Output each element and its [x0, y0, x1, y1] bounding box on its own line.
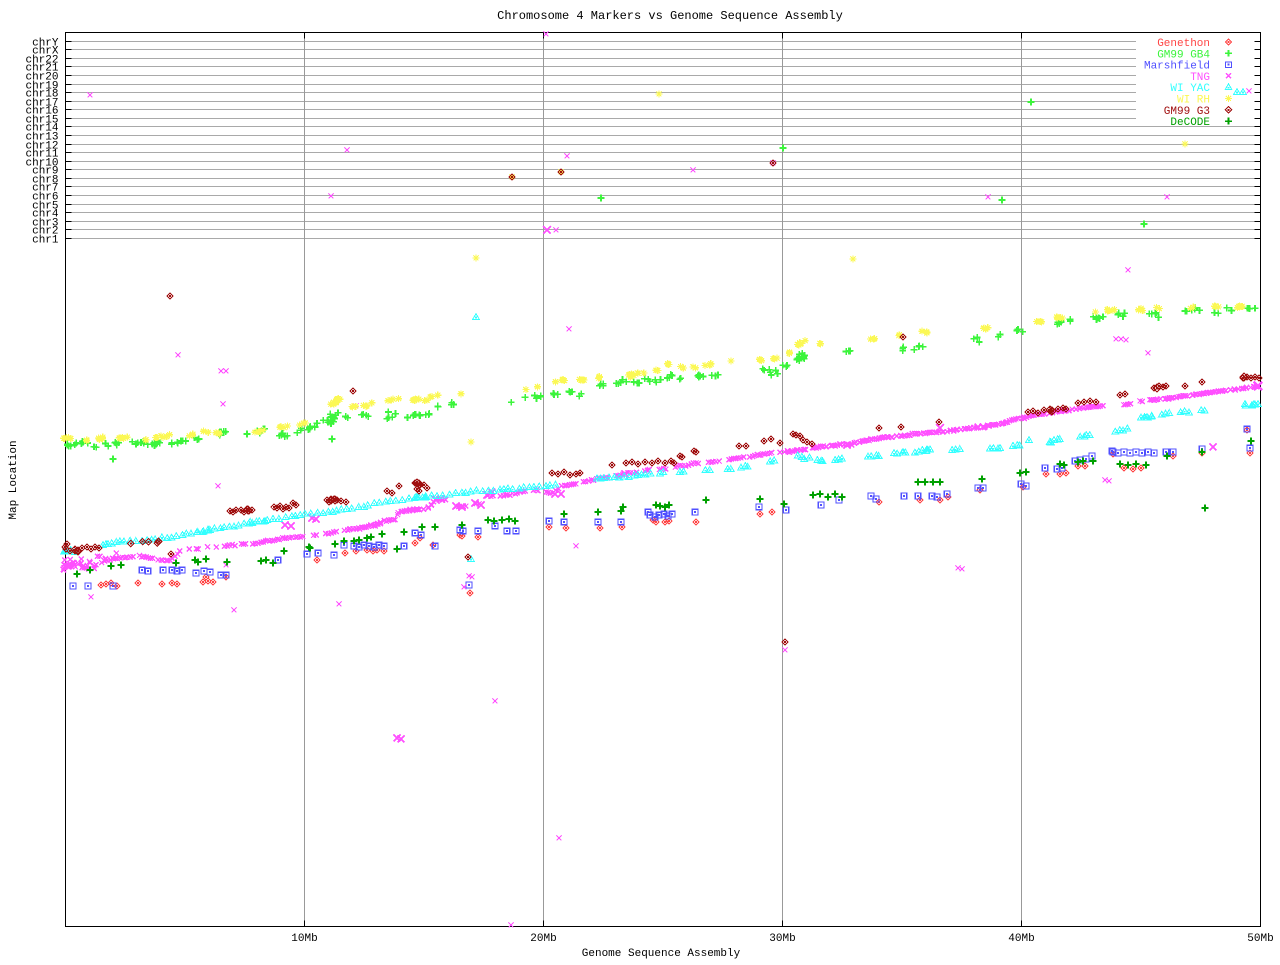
svg-text:Genome Sequence Assembly: Genome Sequence Assembly: [582, 948, 741, 960]
svg-text:chr10: chr10: [25, 158, 58, 170]
svg-text:chr18: chr18: [25, 89, 58, 101]
svg-text:10Mb: 10Mb: [291, 933, 317, 945]
svg-text:Marshfield: Marshfield: [1144, 61, 1210, 73]
svg-text:chrY: chrY: [32, 38, 59, 50]
svg-text:chr17: chr17: [25, 98, 58, 110]
svg-text:GM99 GB4: GM99 GB4: [1157, 49, 1210, 61]
svg-text:40Mb: 40Mb: [1008, 933, 1034, 945]
svg-text:TNG: TNG: [1190, 72, 1210, 84]
svg-text:chr6: chr6: [32, 192, 58, 204]
svg-text:chr12: chr12: [25, 141, 58, 153]
svg-text:GM99 G3: GM99 G3: [1164, 106, 1210, 118]
svg-text:chr9: chr9: [32, 166, 58, 178]
svg-text:chr1: chr1: [32, 235, 59, 247]
svg-text:chr4: chr4: [32, 209, 59, 221]
svg-text:chr2: chr2: [32, 226, 58, 238]
svg-text:50Mb: 50Mb: [1247, 933, 1273, 945]
svg-text:chr3: chr3: [32, 218, 58, 230]
svg-text:Chromosome 4 Markers vs Genome: Chromosome 4 Markers vs Genome Sequence …: [497, 9, 843, 23]
svg-text:chr21: chr21: [25, 63, 58, 75]
svg-text:Map Location: Map Location: [8, 440, 20, 519]
svg-text:30Mb: 30Mb: [769, 933, 795, 945]
svg-text:chr15: chr15: [25, 115, 58, 127]
svg-text:WI RH: WI RH: [1177, 95, 1210, 107]
svg-text:chr5: chr5: [32, 201, 58, 213]
svg-text:chr13: chr13: [25, 132, 58, 144]
svg-text:Genethon: Genethon: [1157, 38, 1210, 50]
svg-text:chr16: chr16: [25, 106, 58, 118]
svg-text:chrX: chrX: [32, 46, 59, 58]
svg-text:chr8: chr8: [32, 175, 58, 187]
svg-text:20Mb: 20Mb: [530, 933, 556, 945]
svg-text:chr20: chr20: [25, 72, 58, 84]
svg-text:WI YAC: WI YAC: [1170, 83, 1210, 95]
svg-text:chr7: chr7: [32, 183, 58, 195]
svg-text:chr19: chr19: [25, 81, 58, 93]
svg-text:chr14: chr14: [25, 123, 58, 135]
svg-text:chr11: chr11: [25, 149, 58, 161]
svg-text:chr22: chr22: [25, 55, 58, 67]
svg-text:DeCODE: DeCODE: [1170, 117, 1210, 129]
